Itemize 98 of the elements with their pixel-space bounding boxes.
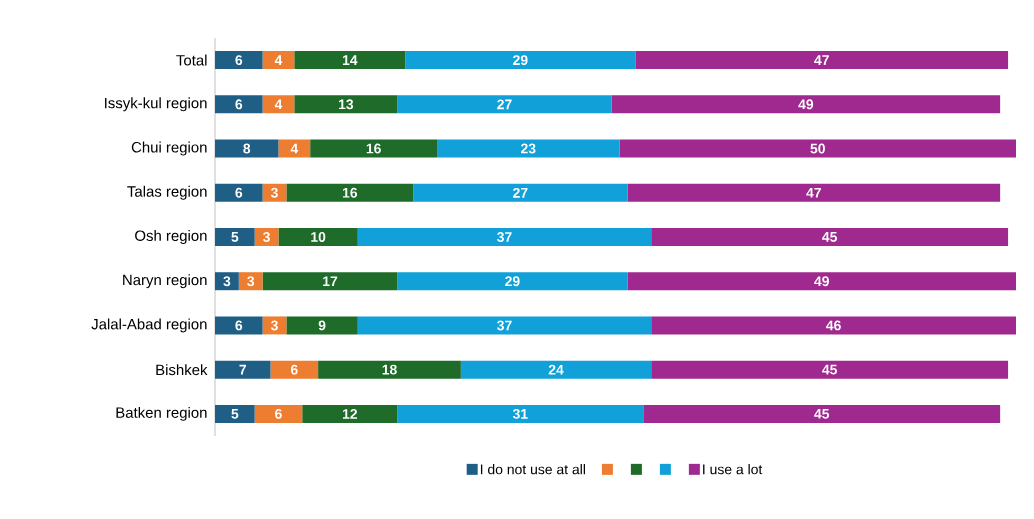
bar xyxy=(286,316,358,335)
data-label: 45 xyxy=(822,364,838,375)
data-label: 3 xyxy=(270,320,278,331)
data-label: 50 xyxy=(810,143,825,154)
data-label: 37 xyxy=(497,232,512,242)
legend-label: I do not use at all xyxy=(480,464,585,475)
bar xyxy=(294,95,398,114)
y-tick-label: Total xyxy=(176,54,207,66)
y-tick-label: Chui region xyxy=(131,141,207,156)
data-label: 47 xyxy=(814,55,829,65)
bar xyxy=(310,139,438,158)
bar xyxy=(215,404,255,423)
data-label: 16 xyxy=(366,143,381,154)
data-label: 49 xyxy=(798,99,814,110)
y-tick-label: Jalal-Abad region xyxy=(91,318,207,333)
bar xyxy=(635,51,1009,70)
bar xyxy=(413,183,628,202)
data-label: 3 xyxy=(247,276,255,287)
data-label: 13 xyxy=(338,99,354,110)
y-tick-label: Naryn region xyxy=(123,274,207,289)
bar xyxy=(619,139,1017,158)
data-label: 5 xyxy=(231,409,239,419)
data-label: 14 xyxy=(342,55,358,65)
bar xyxy=(215,272,239,291)
data-label: 9 xyxy=(318,320,326,331)
data-label: 27 xyxy=(497,99,512,110)
bar xyxy=(254,404,303,423)
bar xyxy=(278,139,311,158)
y-tick-label: Issyk-kul region xyxy=(105,97,207,112)
data-label: 6 xyxy=(290,364,298,375)
bar xyxy=(627,183,1001,202)
bar xyxy=(302,404,398,423)
bar xyxy=(270,360,319,379)
data-label: 29 xyxy=(505,276,520,287)
bar xyxy=(286,183,414,202)
bar xyxy=(262,51,295,70)
data-label: 4 xyxy=(290,143,299,154)
y-tick-label: Batken region xyxy=(116,406,207,421)
bar xyxy=(215,183,263,202)
bar xyxy=(262,272,398,291)
bar xyxy=(651,360,1009,379)
bar xyxy=(215,139,279,158)
bar xyxy=(262,95,295,114)
data-label: 46 xyxy=(826,320,841,331)
data-label: 4 xyxy=(274,99,283,110)
y-tick-label: Talas region xyxy=(127,185,207,200)
bar xyxy=(238,272,263,291)
bar xyxy=(397,95,612,114)
bar xyxy=(357,227,652,246)
bar xyxy=(215,95,263,114)
data-label: 8 xyxy=(243,143,251,154)
bar xyxy=(215,316,263,335)
y-tick-label: Bishkek xyxy=(156,364,208,376)
bar xyxy=(278,227,358,246)
bar xyxy=(294,51,406,70)
bar xyxy=(215,51,263,70)
data-label: 18 xyxy=(382,364,397,375)
bar xyxy=(437,139,620,158)
data-label: 29 xyxy=(513,55,528,66)
data-label: 12 xyxy=(342,408,358,419)
data-label: 37 xyxy=(497,320,512,331)
data-label: 3 xyxy=(270,187,278,198)
bar xyxy=(397,404,644,423)
bar xyxy=(651,316,1017,335)
bar xyxy=(318,360,461,379)
data-label: 10 xyxy=(311,232,326,242)
data-label: 49 xyxy=(814,276,829,287)
data-label: 45 xyxy=(814,409,830,419)
bar xyxy=(643,404,1001,423)
data-label: 4 xyxy=(274,55,283,65)
bar xyxy=(460,360,652,379)
data-label: 6 xyxy=(235,320,243,331)
legend-label: I use a lot xyxy=(703,464,763,475)
data-label: 24 xyxy=(548,364,564,375)
data-label: 47 xyxy=(806,187,821,198)
data-label: 7 xyxy=(239,364,247,375)
data-label: 31 xyxy=(512,408,528,419)
bar xyxy=(215,360,271,379)
bar xyxy=(611,95,1001,114)
bar xyxy=(651,227,1009,246)
data-label: 3 xyxy=(262,232,270,242)
data-label: 5 xyxy=(231,232,239,242)
bar xyxy=(397,272,628,291)
data-label: 3 xyxy=(223,276,231,287)
data-label: 6 xyxy=(235,99,243,110)
bar xyxy=(627,272,1017,291)
data-label: 6 xyxy=(235,55,243,66)
bar xyxy=(215,227,255,246)
data-label: 45 xyxy=(822,232,838,242)
bar xyxy=(405,51,636,70)
data-label: 17 xyxy=(323,276,338,286)
data-label: 6 xyxy=(235,187,243,198)
data-label: 23 xyxy=(521,143,536,154)
bar xyxy=(357,316,652,335)
data-label: 27 xyxy=(513,187,528,198)
data-label: 16 xyxy=(342,187,358,198)
y-tick-label: Osh region xyxy=(135,230,207,244)
data-label: 6 xyxy=(275,408,282,419)
